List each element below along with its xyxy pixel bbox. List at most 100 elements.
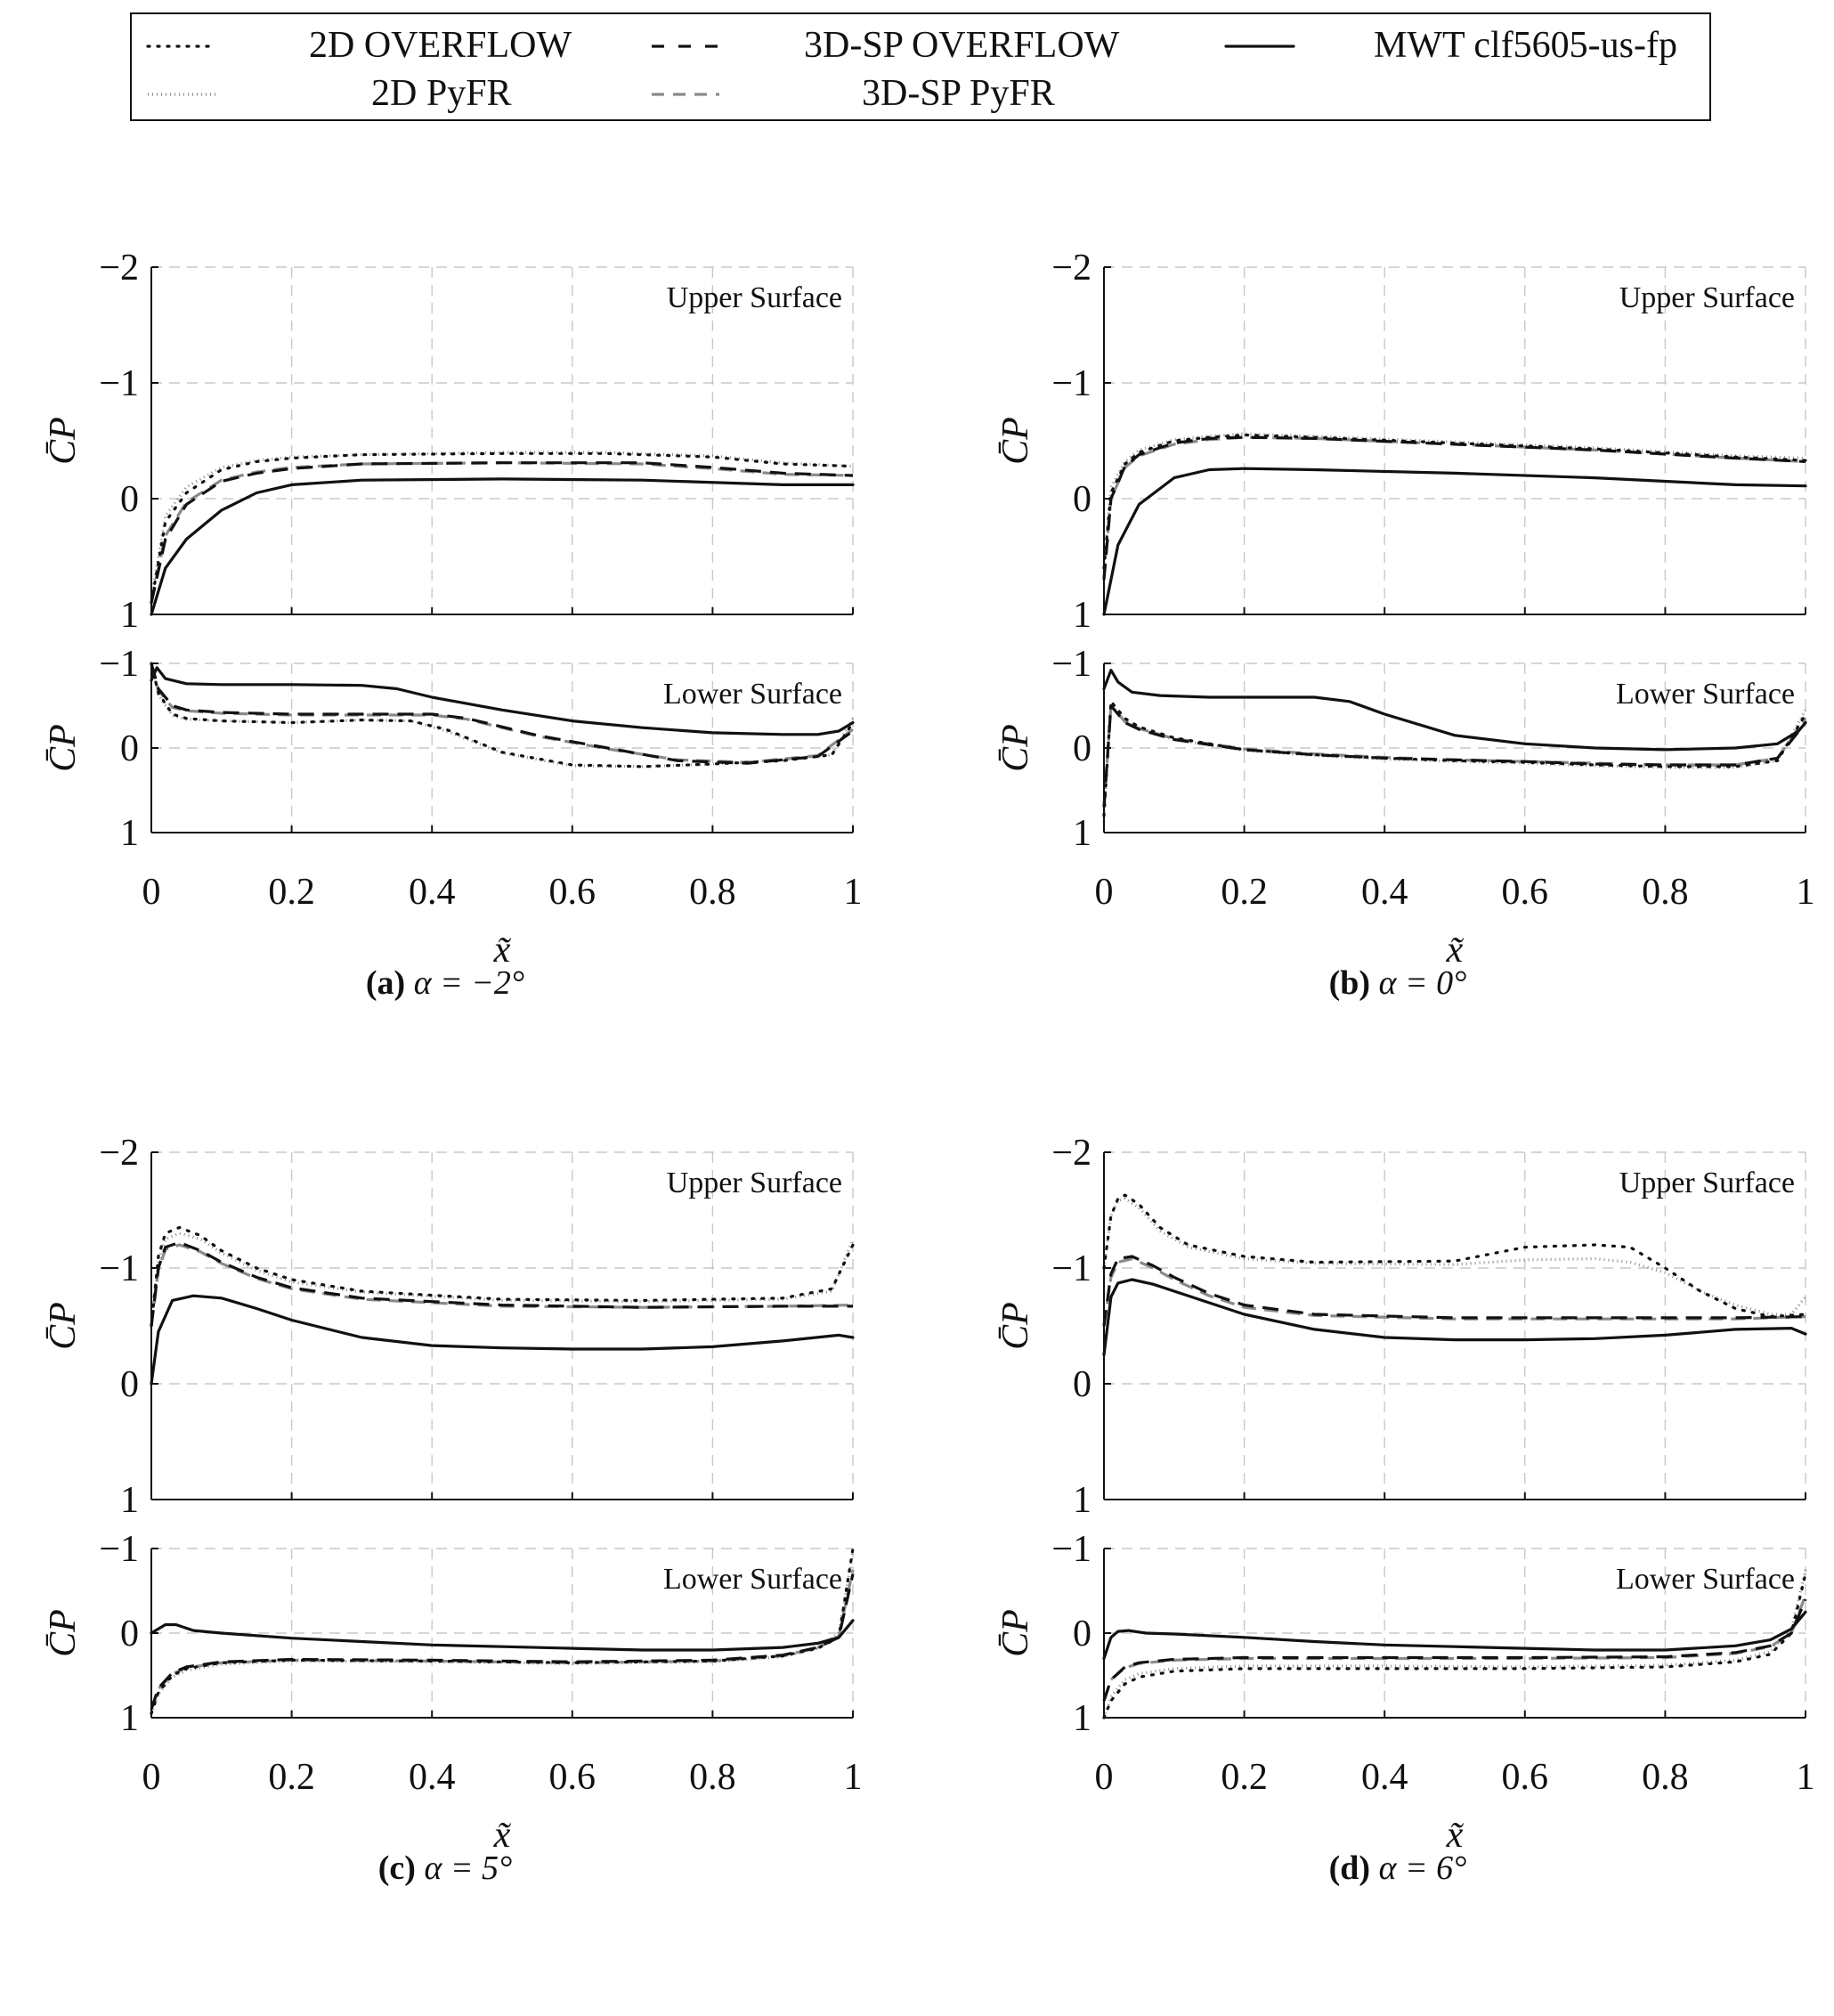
y-axis-label: C̄P: [995, 417, 1036, 465]
x-tick-label: 0.2: [268, 872, 315, 913]
y-tick-label: 1: [120, 1480, 139, 1521]
y-tick-label: 1: [120, 813, 139, 854]
y-tick-label: −2: [99, 248, 139, 289]
y-tick-label: 0: [120, 479, 139, 520]
legend-swatch-dotted-black: [146, 45, 217, 48]
lower-surface-label: Lower Surface: [663, 1563, 842, 1596]
y-tick-label: −1: [99, 363, 139, 404]
y-tick-label: 0: [1073, 479, 1091, 520]
legend-swatch-dashed-gray: [652, 93, 719, 96]
x-tick-label: 0: [142, 872, 161, 913]
y-tick-label: −1: [99, 1529, 139, 1570]
x-axis-label: x̃: [1446, 1815, 1465, 1856]
x-tick-label: 1: [1797, 872, 1815, 913]
x-axis-label: x̃: [493, 930, 512, 971]
chart-panel-d: −2 −1 0 1 Upper Surface C̄P −1 0 1 0 0.2 0.4 0.6 0.8 1…: [962, 1126, 1834, 2016]
series-line-sp_ov: [150, 1573, 855, 1711]
series-line-ov2d: [150, 1225, 855, 1328]
y-tick-label: 1: [120, 595, 139, 636]
series-line-mwt: [1102, 1278, 1807, 1357]
series-line-mwt: [150, 1294, 855, 1386]
series-line-sp_ov: [1102, 1598, 1807, 1702]
y-axis-label: C̄P: [43, 724, 84, 772]
x-tick-label: 0.8: [689, 872, 736, 913]
y-tick-label: −1: [1051, 363, 1091, 404]
legend-label: 3D-SP OVERFLOW: [804, 25, 1120, 66]
legend-label: 3D-SP PyFR: [862, 73, 1055, 114]
series-line-pyfr2d: [150, 451, 854, 597]
x-tick-label: 0: [1095, 1757, 1114, 1798]
caption-alpha: α = −2°: [413, 964, 525, 1002]
caption-alpha: α = 0°: [1378, 964, 1467, 1002]
lower-surface-label: Lower Surface: [663, 678, 842, 711]
caption-alpha: α = 5°: [424, 1849, 513, 1887]
y-tick-label: 1: [1073, 595, 1091, 636]
x-tick-label: 0.4: [409, 1757, 456, 1798]
series-line-mwt: [1102, 1610, 1807, 1661]
legend: 2D OVERFLOW 3D-SP OVERFLOW MWT clf5605-u…: [130, 12, 1711, 121]
legend-swatch-dotted-gray: [148, 93, 215, 96]
legend-swatch-dashed-black: [652, 45, 719, 48]
y-tick-label: 0: [120, 1614, 139, 1654]
x-tick-label: 0.4: [409, 872, 456, 913]
series-line-sp_ov: [1102, 435, 1806, 581]
caption-letter: (b): [1328, 964, 1371, 1002]
y-tick-label: −2: [1051, 248, 1091, 289]
caption-letter: (c): [377, 1849, 416, 1887]
series-line-sp_ov: [1102, 1255, 1806, 1327]
x-tick-label: 0.8: [1642, 872, 1689, 913]
x-tick-label: 0: [1095, 872, 1114, 913]
series-line-ov2d: [1102, 433, 1807, 570]
y-tick-label: 1: [1073, 813, 1091, 854]
lower-surface-label: Lower Surface: [1616, 678, 1795, 711]
y-axis-label: C̄P: [995, 1609, 1036, 1657]
chart-panel-c: −2 −1 0 1 Upper Surface C̄P −1 0 1 0 0.2 0.4 0.6 0.8 1…: [9, 1126, 899, 2016]
x-tick-label: 0.4: [1361, 1757, 1408, 1798]
series-line-sp_pyfr: [1102, 435, 1806, 578]
axes-upper: −2 −1 0 1 Upper Surface C̄P: [995, 248, 1807, 636]
series-line-mwt: [150, 666, 855, 736]
y-tick-label: 0: [1073, 1364, 1091, 1405]
y-tick-label: −1: [99, 644, 139, 685]
x-tick-label: 0.8: [1642, 1757, 1689, 1798]
x-tick-label: 0.2: [1221, 1757, 1268, 1798]
x-tick-label: 0: [142, 1757, 161, 1798]
lower-surface-label: Lower Surface: [1616, 1563, 1795, 1596]
x-tick-label: 0.6: [1502, 872, 1549, 913]
axes-upper: −2 −1 0 1 Upper Surface C̄P: [43, 248, 855, 636]
caption-b: (b) α = 0°: [953, 962, 1834, 1004]
axes-upper: −2 −1 0 1 Upper Surface C̄P: [995, 1133, 1807, 1521]
series-line-ov2d: [150, 451, 855, 605]
y-tick-label: 1: [120, 1698, 139, 1739]
series-line-pyfr2d: [1102, 1197, 1807, 1316]
legend-label: 2D OVERFLOW: [309, 25, 572, 66]
legend-label: MWT clf5605-us-fp: [1374, 25, 1677, 66]
x-axis-label: x̃: [493, 1815, 512, 1856]
x-tick-label: 1: [844, 872, 863, 913]
y-axis-label: C̄P: [43, 417, 84, 465]
series-line-sp_pyfr: [150, 1243, 854, 1327]
y-tick-label: 0: [120, 1364, 139, 1405]
y-tick-label: −2: [99, 1133, 139, 1174]
series-line-mwt: [150, 477, 855, 616]
y-tick-label: −1: [1051, 1529, 1091, 1570]
x-tick-label: 0.6: [1502, 1757, 1549, 1798]
y-axis-label: C̄P: [43, 1302, 84, 1350]
caption-letter: (a): [365, 964, 406, 1002]
y-tick-label: 0: [1073, 728, 1091, 769]
upper-surface-label: Upper Surface: [1619, 1167, 1795, 1199]
upper-surface-label: Upper Surface: [1619, 281, 1795, 314]
x-tick-label: 0.8: [689, 1757, 736, 1798]
y-tick-label: 1: [1073, 1480, 1091, 1521]
legend-swatch-solid-black: [1224, 45, 1295, 48]
x-tick-label: 1: [844, 1757, 863, 1798]
y-tick-label: −1: [1051, 644, 1091, 685]
series-line-sp_ov: [150, 1240, 853, 1327]
caption-letter: (d): [1328, 1849, 1371, 1887]
y-axis-label: C̄P: [995, 724, 1036, 772]
